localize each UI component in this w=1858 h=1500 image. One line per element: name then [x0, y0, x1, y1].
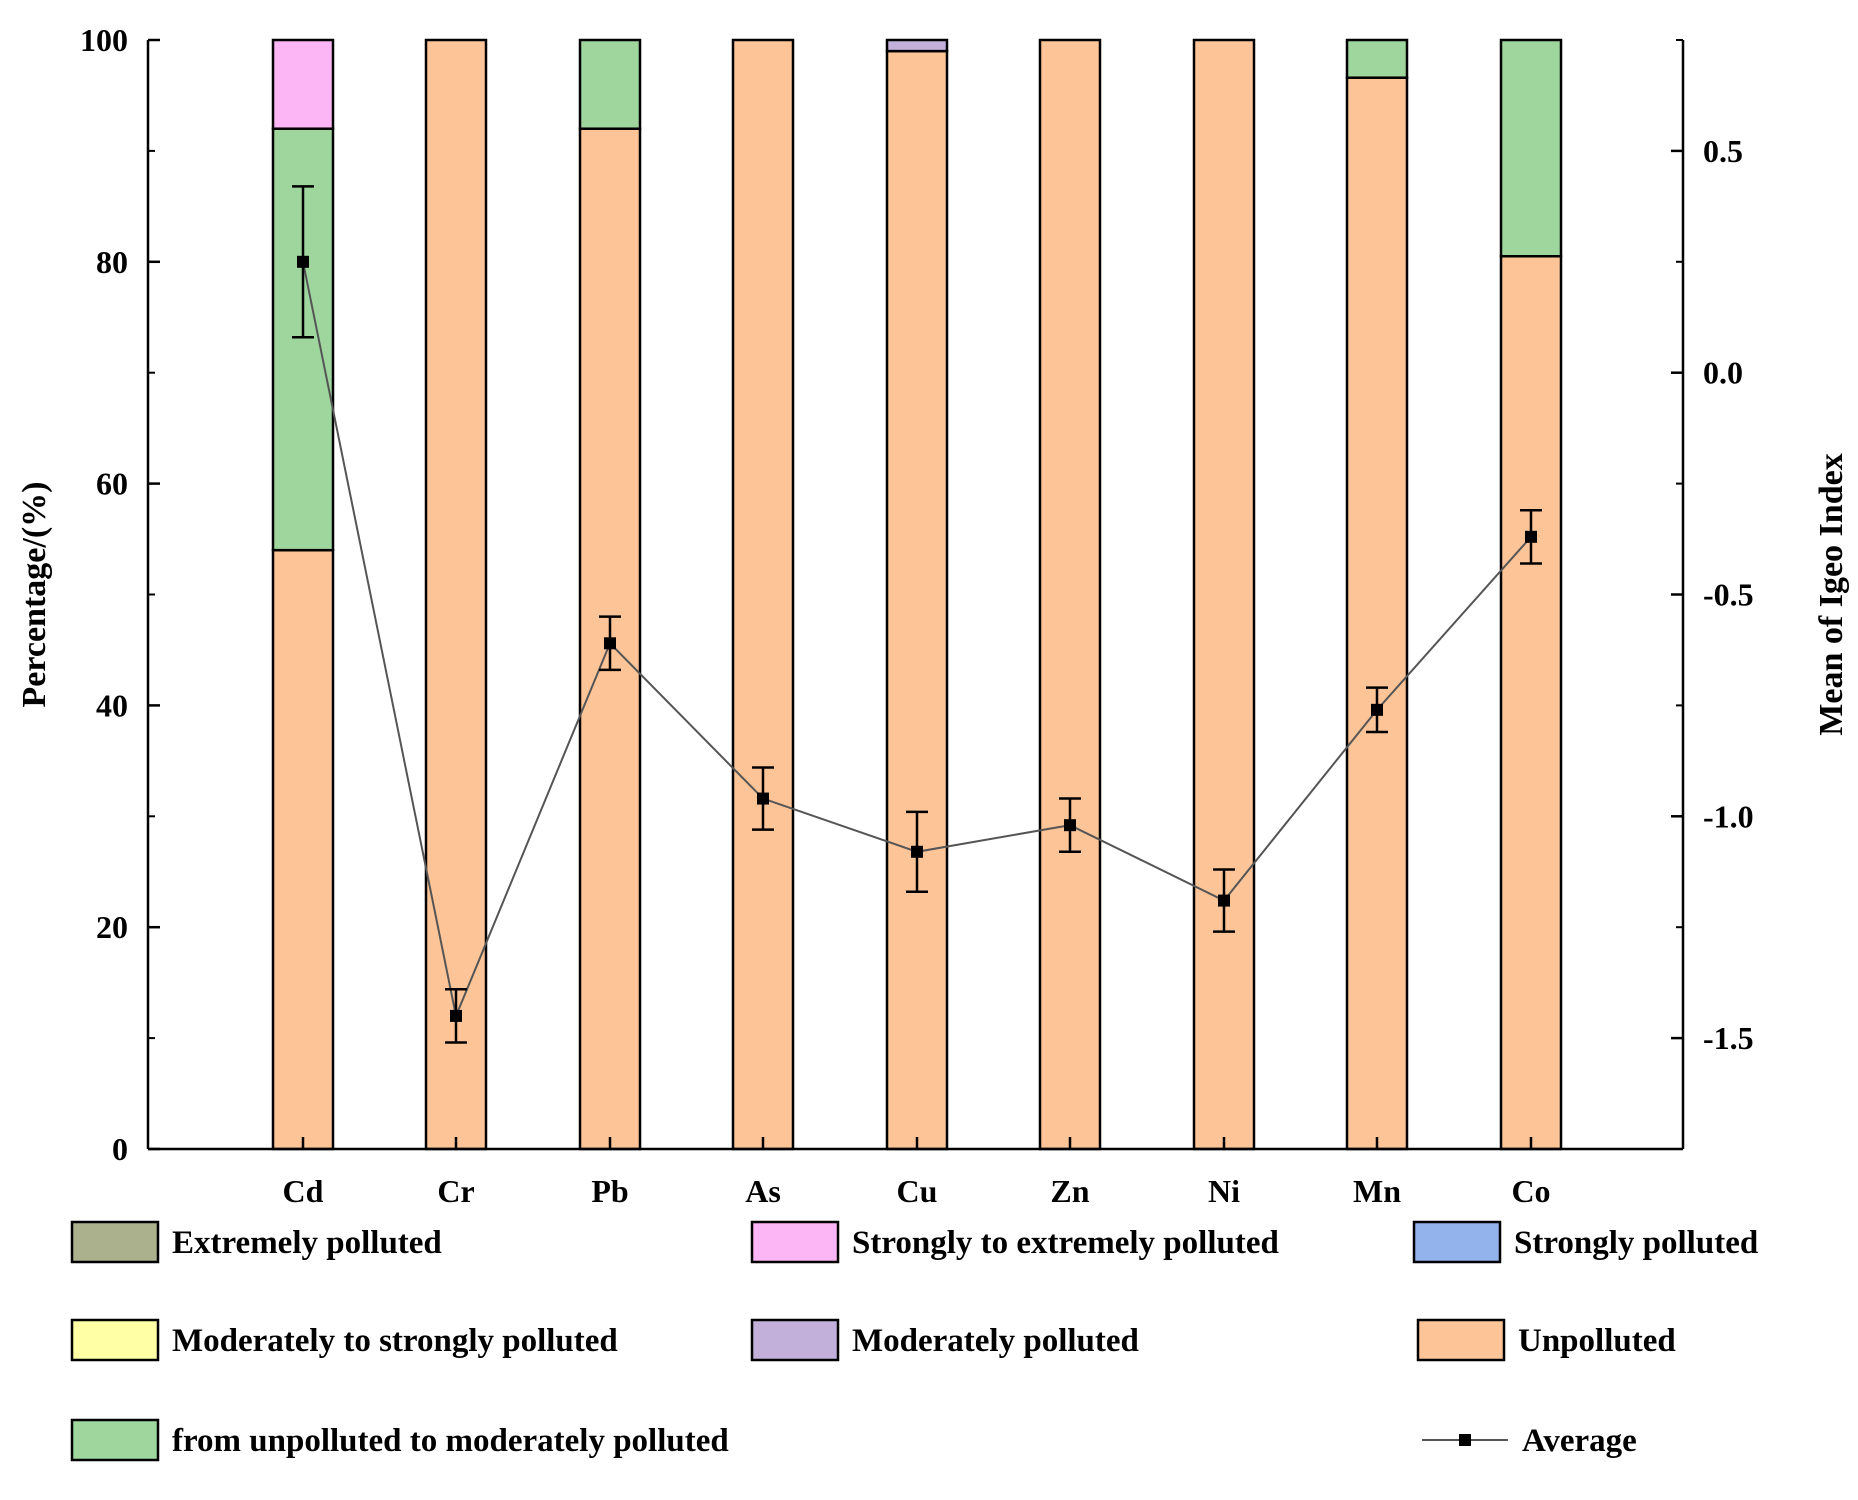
average-point-pb: [604, 637, 616, 650]
legend-average-square-icon: [1459, 1434, 1471, 1446]
legend-label-unpolluted: Unpolluted: [1518, 1323, 1676, 1359]
y2-axis-title: Mean of Igeo Index: [1813, 453, 1850, 735]
average-point-mn: [1371, 703, 1383, 716]
bar-cr-unpolluted: [424, 38, 488, 1151]
legend-swatch-moderately-to-strongly-polluted: [70, 1318, 160, 1362]
legend-swatch-moderately-polluted: [750, 1318, 840, 1362]
legend-swatch-strongly-to-extremely-polluted: [750, 1220, 840, 1264]
y-axis-title: Percentage/(%): [16, 482, 53, 708]
legend-label-strongly-polluted: Strongly polluted: [1514, 1225, 1758, 1261]
left-tick-label: 0: [112, 1131, 128, 1167]
average-layer: [292, 185, 1542, 1044]
bar-cu-moderately-polluted: [885, 38, 949, 53]
bar-mn-from-unpolluted-to-moderately-polluted: [1345, 38, 1409, 79]
axes-layer: 0 20 40 60 80 100 -1.5 -1.0 -0.5 0.0 0.5 Cd Cr Pb As Cu…: [16, 22, 1850, 1209]
bar-ni-unpolluted: [1192, 38, 1256, 1151]
left-tick-label: 40: [96, 687, 128, 723]
legend-label-strongly-to-extremely-polluted: Strongly to extremely polluted: [852, 1225, 1279, 1261]
x-tick-label-pb: Pb: [591, 1173, 628, 1209]
x-tick-label-mn: Mn: [1353, 1173, 1401, 1209]
left-tick-label: 80: [96, 244, 128, 280]
average-point-zn: [1064, 819, 1076, 832]
legend-swatch-extremely-polluted: [70, 1220, 160, 1264]
left-tick-label: 100: [80, 22, 128, 58]
legend-label-moderately-to-strongly-polluted: Moderately to strongly polluted: [172, 1323, 618, 1359]
bar-cd-unpolluted: [271, 548, 335, 1151]
average-point-cr: [450, 1009, 462, 1022]
legend-swatch-from-unpolluted-to-moderately-polluted: [70, 1418, 160, 1462]
right-tick-label: -0.5: [1703, 577, 1754, 613]
x-tick-label-cr: Cr: [437, 1173, 474, 1209]
left-tick-label: 60: [96, 466, 128, 502]
bar-pb-from-unpolluted-to-moderately-polluted: [578, 38, 642, 130]
bar-as-unpolluted: [731, 38, 795, 1151]
x-tick-label-zn: Zn: [1050, 1173, 1089, 1209]
average-point-as: [757, 792, 769, 805]
x-tick-label-ni: Ni: [1208, 1173, 1240, 1209]
legend: Extremely polluted Strongly to extremely …: [70, 1220, 1758, 1462]
bar-co-from-unpolluted-to-moderately-polluted: [1499, 38, 1563, 258]
average-point-cu: [911, 845, 923, 858]
average-point-cd: [297, 255, 309, 268]
average-point-co: [1525, 530, 1537, 543]
x-tick-label-as: As: [745, 1173, 781, 1209]
average-point-ni: [1218, 894, 1230, 907]
legend-label-from-unpolluted-to-moderately-polluted: from unpolluted to moderately polluted: [172, 1423, 729, 1459]
bar-zn-unpolluted: [1038, 38, 1102, 1151]
bars-layer: [271, 38, 1563, 1151]
legend-label-average: Average: [1522, 1423, 1637, 1459]
bar-cd-strongly-to-extremely-polluted: [271, 38, 335, 130]
x-tick-label-cu: Cu: [897, 1173, 938, 1209]
right-tick-label: -1.5: [1703, 1020, 1754, 1056]
legend-swatch-strongly-polluted: [1412, 1220, 1502, 1264]
legend-label-moderately-polluted: Moderately polluted: [852, 1323, 1139, 1359]
legend-label-extremely-polluted: Extremely polluted: [172, 1225, 442, 1261]
bar-co-unpolluted: [1499, 255, 1563, 1151]
x-tick-label-cd: Cd: [283, 1173, 324, 1209]
right-tick-label: -1.0: [1703, 798, 1754, 834]
bar-mn-unpolluted: [1345, 76, 1409, 1151]
left-tick-label: 20: [96, 909, 128, 945]
x-tick-label-co: Co: [1511, 1173, 1550, 1209]
legend-swatch-unpolluted: [1416, 1318, 1506, 1362]
bar-cu-unpolluted: [885, 49, 949, 1151]
right-tick-label: 0.5: [1703, 133, 1743, 169]
right-tick-label: 0.0: [1703, 355, 1743, 391]
